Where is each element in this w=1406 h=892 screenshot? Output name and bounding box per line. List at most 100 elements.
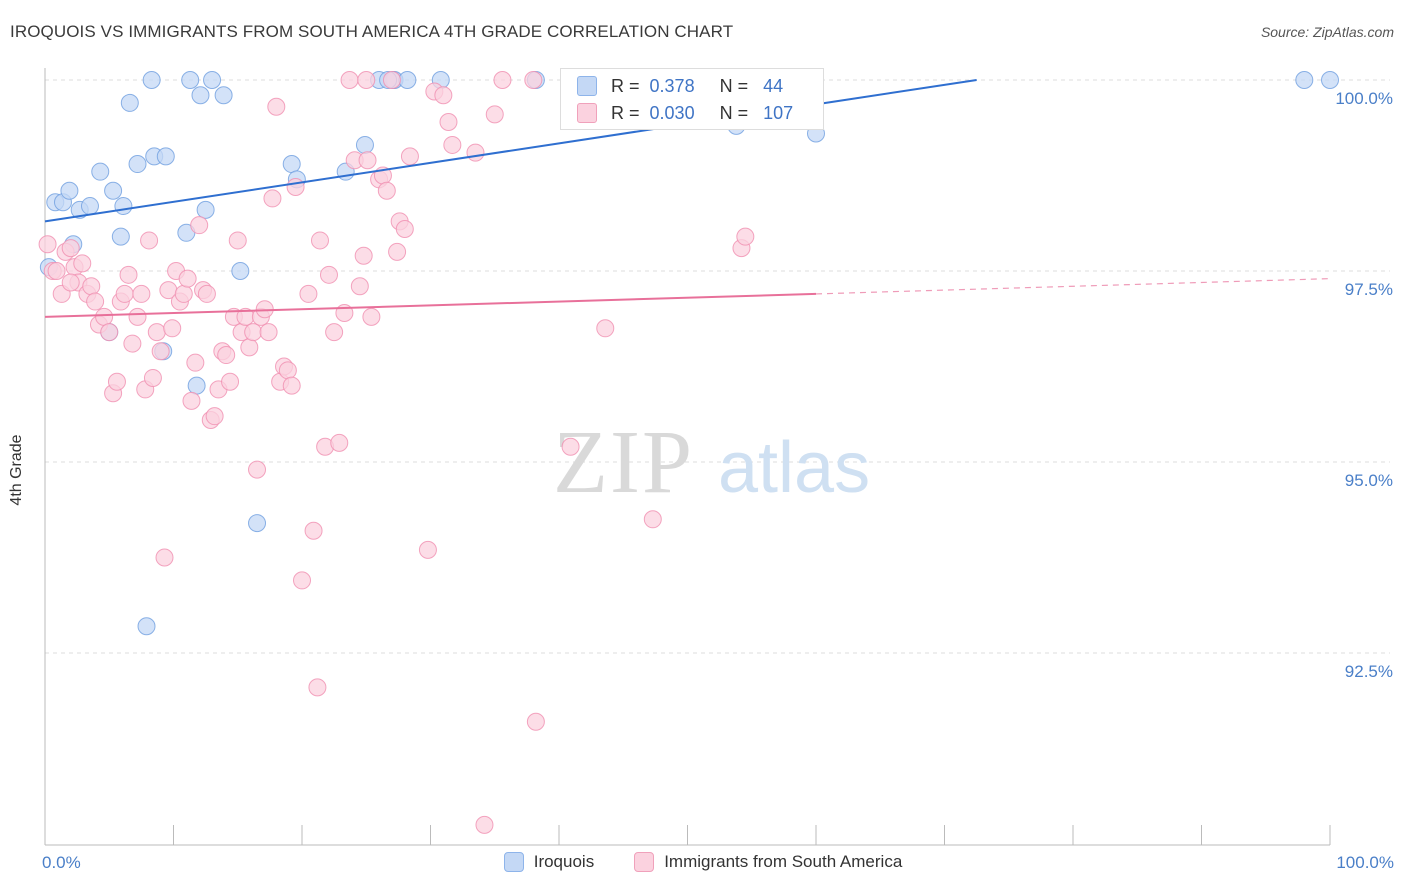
- iroquois-point: [120, 93, 139, 112]
- immigrants-point: [299, 284, 318, 303]
- immigrants-point: [524, 71, 543, 89]
- immigrants-point: [240, 338, 259, 357]
- stats-row-iroquois: R = 0.378 N = 44: [577, 73, 783, 99]
- x-axis-max-label: 100.0%: [1336, 853, 1394, 872]
- y-tick-label: 95.0%: [1345, 471, 1393, 490]
- immigrants-point: [286, 177, 305, 196]
- immigrants-point: [340, 71, 359, 89]
- y-tick-label: 92.5%: [1345, 662, 1393, 681]
- iroquois-point: [111, 227, 130, 246]
- iroquois-point: [60, 181, 79, 200]
- immigrants-point: [100, 323, 119, 342]
- immigrants-point: [485, 105, 504, 124]
- immigrants-point: [354, 246, 373, 265]
- immigrants-point: [304, 521, 323, 540]
- immigrants-point: [143, 368, 162, 387]
- immigrants-point: [174, 284, 193, 303]
- immigrants-point: [282, 376, 301, 395]
- stats-r-value: 0.030: [649, 102, 695, 123]
- legend-item-immigrants[interactable]: Immigrants from South America: [634, 852, 902, 872]
- iroquois-point: [114, 197, 133, 216]
- immigrants-point: [358, 151, 377, 170]
- iroquois-point: [128, 155, 147, 174]
- immigrants-point: [382, 71, 401, 89]
- immigrants-point: [228, 231, 247, 250]
- immigrants-point: [357, 71, 376, 89]
- immigrants-point: [308, 678, 327, 697]
- iroquois-point: [282, 155, 301, 174]
- legend: Iroquois Immigrants from South America: [0, 852, 1406, 872]
- iroquois-point: [248, 514, 267, 533]
- iroquois-point: [355, 135, 374, 154]
- immigrants-point: [362, 307, 381, 326]
- immigrants-point: [310, 231, 329, 250]
- immigrants-point: [197, 284, 216, 303]
- immigrants-point: [244, 323, 263, 342]
- immigrants-point: [596, 319, 615, 338]
- iroquois-point: [137, 617, 156, 636]
- immigrants-point: [190, 216, 209, 235]
- immigrants-point: [115, 284, 134, 303]
- immigrants-point: [147, 323, 166, 342]
- immigrants-point: [163, 319, 182, 338]
- immigrants-point: [418, 540, 437, 559]
- immigrants-point: [205, 407, 224, 426]
- stats-r-label: R =: [611, 75, 640, 96]
- iroquois-point: [196, 200, 215, 219]
- legend-swatch-iroquois: [503, 852, 524, 872]
- immigrants-point: [561, 437, 580, 456]
- immigrants-point: [400, 147, 419, 166]
- immigrants-point: [47, 262, 66, 280]
- immigrants-trend-line: [44, 292, 817, 318]
- stats-box: R = 0.378 N = 44 R = 0.030 N = 107: [560, 68, 824, 130]
- immigrants-point: [643, 510, 662, 529]
- immigrants-point: [95, 307, 114, 326]
- immigrants-point: [493, 71, 512, 89]
- immigrants-point: [221, 372, 240, 391]
- immigrants-point: [86, 292, 105, 311]
- y-tick-label: 97.5%: [1345, 280, 1393, 299]
- immigrants-point: [439, 113, 458, 132]
- source-credit: Source: ZipAtlas.com: [1260, 24, 1394, 40]
- immigrants-point: [278, 361, 297, 380]
- iroquois-point: [1295, 71, 1314, 89]
- immigrants-point: [475, 815, 494, 834]
- iroquois-point: [231, 262, 250, 280]
- iroquois-point: [156, 147, 175, 166]
- immigrants-point: [319, 265, 338, 284]
- immigrants-point: [82, 277, 101, 296]
- immigrants-point: [217, 346, 236, 365]
- immigrants-point: [325, 323, 344, 342]
- immigrants-point: [119, 265, 138, 284]
- iroquois-point: [104, 181, 123, 200]
- stats-swatch-immigrants: [577, 103, 597, 123]
- stats-n-label: N =: [719, 75, 749, 96]
- immigrants-point: [350, 277, 369, 296]
- immigrants-point: [107, 372, 126, 391]
- immigrants-point: [267, 97, 286, 116]
- immigrants-point: [388, 242, 407, 261]
- immigrants-point: [259, 323, 278, 342]
- legend-label-iroquois: Iroquois: [533, 852, 595, 871]
- iroquois-point: [1321, 71, 1339, 89]
- immigrants-point: [434, 86, 453, 105]
- y-tick-label: 100.0%: [1335, 89, 1393, 108]
- stats-swatch-iroquois: [577, 76, 597, 96]
- immigrants-point: [395, 219, 414, 238]
- immigrants-point: [61, 239, 80, 258]
- immigrants-point: [178, 269, 197, 288]
- watermark-atlas: atlas: [718, 428, 870, 508]
- stats-r-value: 0.378: [649, 75, 695, 96]
- immigrants-point: [466, 143, 485, 162]
- iroquois-point: [80, 197, 99, 216]
- iroquois-point: [91, 162, 110, 181]
- iroquois-point: [398, 71, 417, 89]
- iroquois-point: [191, 86, 210, 105]
- legend-item-iroquois[interactable]: Iroquois: [503, 852, 595, 872]
- immigrants-point: [736, 227, 755, 246]
- immigrants-point: [526, 712, 545, 731]
- immigrants-point: [123, 334, 142, 353]
- immigrants-point: [293, 571, 311, 590]
- immigrants-point: [132, 284, 151, 303]
